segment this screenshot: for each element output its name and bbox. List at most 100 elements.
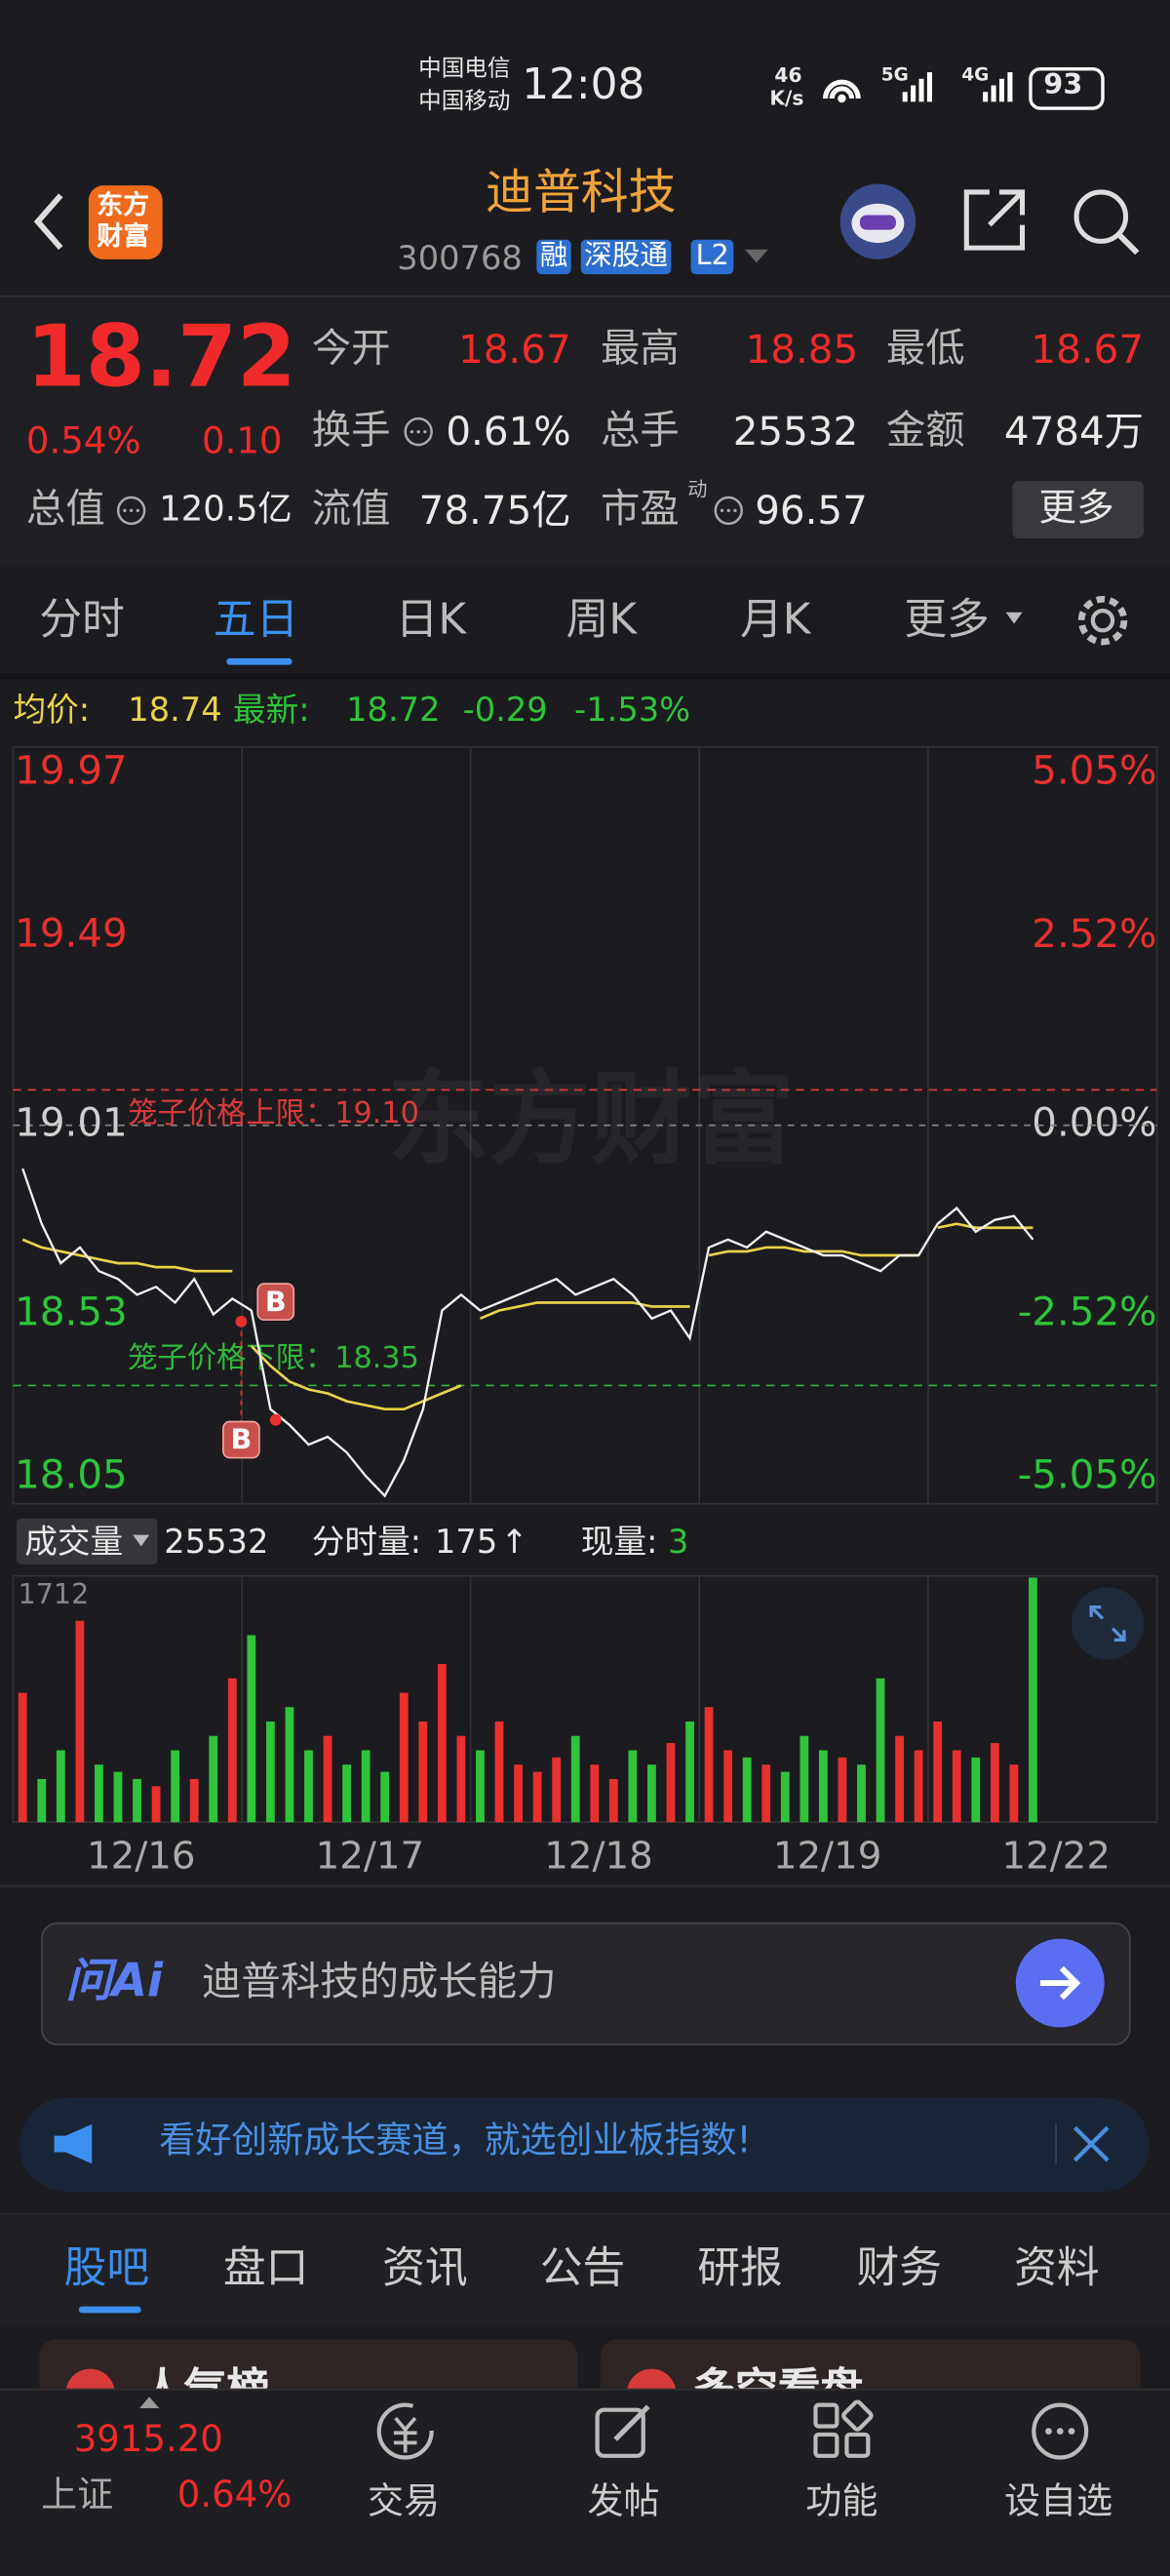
section-tab[interactable]: 公告 — [539, 2243, 626, 2294]
volume-bar — [1029, 1577, 1037, 1823]
nav-icon[interactable] — [593, 2400, 658, 2463]
period-tab[interactable]: 日K — [395, 595, 467, 646]
period-tab[interactable]: 更多 — [904, 595, 990, 646]
date-strip-divider — [0, 1884, 1170, 1888]
nav-label[interactable]: 功能 — [805, 2481, 878, 2523]
volume-bar — [113, 1771, 123, 1823]
volume-bar — [666, 1743, 676, 1823]
field-value: 78.75亿 — [418, 487, 571, 534]
volume-bar — [18, 1692, 27, 1823]
logo-text: 财富 — [97, 219, 150, 252]
period-tab[interactable]: 周K — [566, 595, 638, 646]
indicator-name[interactable]: 成交量 — [24, 1522, 124, 1562]
trade-marker — [222, 1420, 260, 1459]
field-label: 总手 — [600, 407, 680, 454]
tick-volume-label: 分时量: — [311, 1522, 422, 1562]
info-icon[interactable] — [712, 495, 745, 528]
volume-bar — [304, 1750, 313, 1823]
avg-value: 18.74 — [128, 689, 222, 730]
dropdown-arrow — [1005, 612, 1023, 624]
expand-arrow[interactable] — [137, 2394, 161, 2410]
volume-bar — [285, 1707, 294, 1823]
nav-label[interactable]: 交易 — [367, 2481, 441, 2523]
field-label: 金额 — [885, 407, 965, 454]
volume-bar — [818, 1750, 828, 1823]
volume-bar — [227, 1678, 237, 1823]
field-value: 18.67 — [1031, 326, 1145, 374]
section-tab[interactable]: 资讯 — [382, 2243, 468, 2294]
section-tab[interactable]: 资料 — [1014, 2243, 1100, 2294]
volume-tick-label: 1712 — [19, 1577, 90, 1610]
banner-text[interactable]: 看好创新成长赛道，就选创业板指数! — [159, 2120, 752, 2162]
badge: L2 — [690, 239, 734, 275]
section-tab-active[interactable]: 股吧 — [63, 2243, 150, 2294]
field-value: 18.67 — [458, 326, 571, 374]
back-button[interactable] — [24, 189, 73, 255]
period-tab[interactable]: 分时 — [39, 595, 125, 646]
price-line — [21, 1168, 1034, 1498]
field-label: 换手 — [311, 407, 391, 454]
period-tab[interactable]: 月K — [740, 595, 811, 646]
carrier: 中国移动 — [418, 88, 511, 115]
field-label: 最低 — [885, 325, 965, 372]
battery — [1029, 67, 1105, 110]
x-tick-label: 12/17 — [316, 1835, 425, 1879]
average-line — [937, 1222, 1034, 1230]
search-button[interactable] — [1070, 185, 1142, 258]
field-value: 25532 — [732, 409, 859, 456]
field-label: 最高 — [600, 325, 680, 372]
info-icon[interactable] — [115, 495, 148, 528]
index-change[interactable]: 0.64% — [176, 2476, 292, 2517]
volume-bar — [95, 1764, 103, 1823]
nav-icon[interactable] — [1028, 2400, 1093, 2463]
info-icon[interactable] — [402, 416, 435, 449]
close-button[interactable] — [1070, 2122, 1112, 2165]
more-button[interactable] — [1012, 481, 1145, 539]
indicator-selector[interactable] — [16, 1518, 158, 1565]
nav-label[interactable]: 设自选 — [1004, 2481, 1113, 2523]
trade-dot — [269, 1413, 282, 1426]
section-tab[interactable]: 盘口 — [222, 2243, 309, 2294]
volume-bar — [37, 1778, 47, 1823]
nav-label[interactable]: 发帖 — [587, 2481, 660, 2523]
period-tab-active[interactable]: 五日 — [213, 595, 299, 646]
expand-button[interactable] — [1070, 1586, 1145, 1661]
section-tab-bar — [0, 2212, 1170, 2326]
index-value[interactable]: 3915.20 — [73, 2419, 223, 2461]
volume-bar — [323, 1735, 332, 1823]
y2-tick-label: 5.05% — [1032, 748, 1156, 794]
nav-icon[interactable] — [370, 2400, 440, 2463]
more-button-label[interactable]: 更多 — [1038, 487, 1114, 531]
tab-indicator — [78, 2306, 141, 2314]
ai-send-button[interactable] — [1014, 1937, 1106, 2029]
y-tick-label: 19.97 — [15, 748, 128, 794]
y-tick-label: 18.05 — [15, 1452, 128, 1498]
field-label: 市盈 — [600, 486, 680, 533]
app-logo — [88, 185, 163, 259]
share-button[interactable] — [960, 185, 1030, 255]
assistant-avatar[interactable] — [837, 180, 918, 262]
dropdown-arrow[interactable] — [743, 246, 769, 265]
volume-bar — [456, 1735, 466, 1823]
section-tab[interactable]: 财务 — [856, 2243, 943, 2294]
nav-icon[interactable] — [810, 2399, 876, 2463]
ai-input[interactable] — [41, 1922, 1131, 2046]
index-name[interactable]: 上证 — [41, 2476, 114, 2517]
promo-banner[interactable] — [20, 2097, 1150, 2192]
field-label: 总值 — [25, 486, 105, 533]
dropdown-arrow — [133, 1534, 150, 1547]
now-volume-label: 现量: — [580, 1522, 658, 1562]
field-value: 120.5亿 — [159, 489, 292, 529]
logo-text: 东方 — [97, 188, 150, 220]
stock-code: 300768 — [397, 238, 523, 278]
section-tab[interactable]: 研报 — [697, 2243, 783, 2294]
ai-placeholder[interactable]: 迪普科技的成长能力 — [202, 1958, 557, 2004]
divider — [0, 673, 1170, 680]
settings-button[interactable] — [1073, 591, 1133, 651]
plot-frame — [12, 1574, 1158, 1824]
volume-bar — [418, 1721, 428, 1823]
ai-logo: 问Ai — [65, 1953, 164, 2008]
volume-bar — [151, 1786, 161, 1823]
field-value: 0.61% — [446, 409, 571, 456]
